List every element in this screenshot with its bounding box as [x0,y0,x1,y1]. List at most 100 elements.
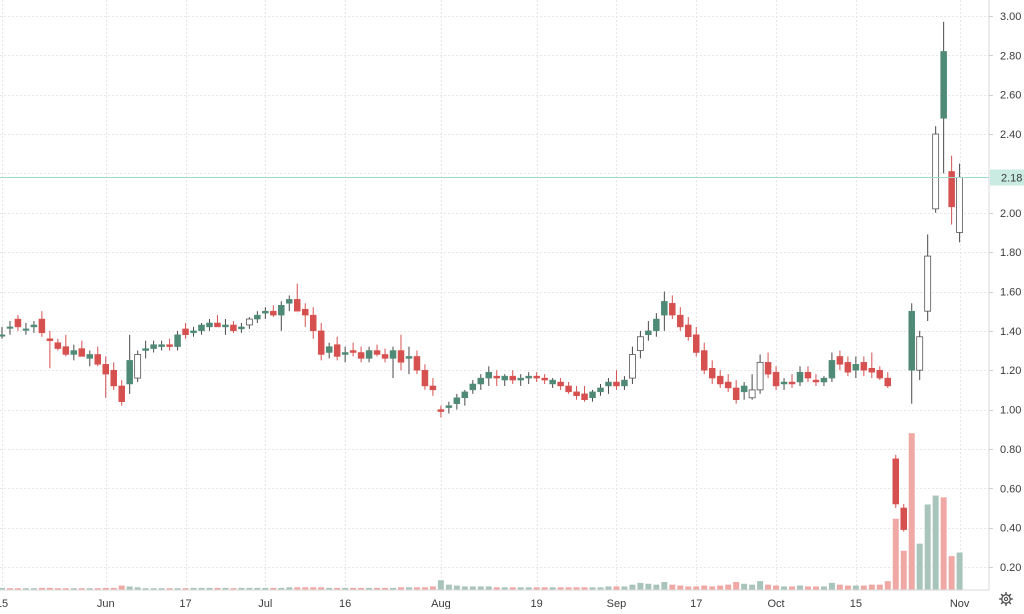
candle[interactable] [262,307,269,320]
candle[interactable] [716,370,724,388]
candle[interactable] [549,378,556,388]
candle[interactable] [309,307,317,339]
candle[interactable] [405,346,413,375]
candle[interactable] [134,350,142,383]
candle[interactable] [445,401,453,414]
candle[interactable] [469,380,477,394]
candle[interactable] [948,155,955,225]
candle[interactable] [748,374,756,400]
candle[interactable] [589,389,596,402]
candle[interactable] [605,378,612,394]
candle[interactable] [38,311,46,337]
candle[interactable] [46,330,54,369]
candle[interactable] [517,374,524,386]
candle[interactable] [357,346,365,363]
candle[interactable] [533,372,540,383]
candle[interactable] [150,340,157,353]
candle[interactable] [565,382,572,394]
candle[interactable] [421,364,429,390]
candle[interactable] [653,313,660,337]
candle[interactable] [541,374,548,384]
candle[interactable] [700,342,708,375]
candle[interactable] [764,352,772,379]
candle[interactable] [270,305,277,318]
candle[interactable] [852,356,860,379]
candle[interactable] [900,504,907,532]
candle[interactable] [876,366,884,381]
candle[interactable] [70,344,78,361]
candle[interactable] [301,303,309,327]
candle[interactable] [477,374,485,390]
candle[interactable] [413,350,421,375]
candle[interactable] [796,366,804,386]
candle[interactable] [772,366,780,390]
candle[interactable] [437,405,445,418]
candle[interactable] [501,374,508,386]
candle[interactable] [693,326,700,357]
candle[interactable] [198,322,205,335]
candle[interactable] [677,307,684,331]
candle[interactable] [62,334,70,357]
candle[interactable] [30,321,38,333]
candle[interactable] [86,350,94,367]
candle[interactable] [724,374,732,392]
candle[interactable] [645,321,652,341]
candle[interactable] [126,334,133,394]
candle[interactable] [373,344,381,357]
candle[interactable] [381,348,389,363]
candle[interactable] [804,366,812,383]
candle[interactable] [397,334,405,371]
candle[interactable] [916,330,924,381]
candle[interactable] [844,356,852,377]
candle[interactable] [860,356,868,377]
candle[interactable] [884,372,892,388]
candle[interactable] [22,322,30,335]
candle[interactable] [740,382,748,400]
candle[interactable] [509,370,516,384]
candle[interactable] [573,385,580,400]
candle[interactable] [341,346,349,363]
candle[interactable] [286,295,293,312]
candle[interactable] [206,319,213,331]
candle[interactable] [637,330,644,359]
candle[interactable] [756,354,764,394]
candle[interactable] [629,346,636,384]
candle[interactable] [932,126,940,213]
candle[interactable] [174,330,181,351]
candle[interactable] [118,380,125,406]
candle[interactable] [669,295,676,320]
candle[interactable] [557,378,564,390]
candle[interactable] [110,362,117,390]
candle[interactable] [708,360,716,384]
candle[interactable] [485,366,493,386]
candle[interactable] [597,383,604,396]
candle[interactable] [214,315,221,328]
candle[interactable] [0,326,6,339]
time-axis[interactable]: 15Jun17Jul16Aug19Sep17Oct15Nov15 [0,598,1024,610]
candle[interactable] [166,338,173,351]
price-axis[interactable]: 3.00 2.80 2.60 2.40 2.00 1.80 1.60 1.40 1.20 1.00… [989,11,1021,574]
candle[interactable] [190,326,197,337]
candle[interactable] [493,370,501,386]
candle[interactable] [812,374,820,386]
candle[interactable] [613,370,620,390]
candle[interactable] [317,322,325,361]
candle[interactable] [820,376,828,386]
candle[interactable] [453,393,461,410]
candle[interactable] [54,338,62,351]
candle[interactable] [325,342,333,359]
candle[interactable] [892,454,900,508]
candle[interactable] [868,352,876,379]
candle[interactable] [389,346,397,379]
candle[interactable] [349,342,357,357]
candle[interactable] [788,374,796,388]
candle[interactable] [182,322,189,339]
candle[interactable] [908,303,915,404]
candle[interactable] [278,301,285,331]
candle[interactable] [685,317,692,341]
candle[interactable] [836,350,844,371]
candle[interactable] [365,346,373,363]
candle[interactable] [6,321,14,335]
